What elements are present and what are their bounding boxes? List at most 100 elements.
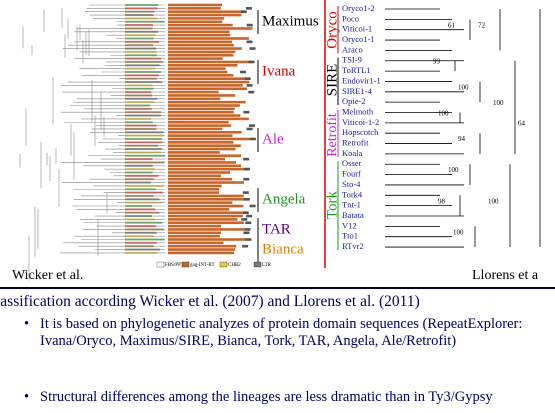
domain-bar bbox=[168, 94, 236, 97]
ltr bbox=[248, 90, 255, 94]
label-mark bbox=[125, 24, 153, 27]
label-mark bbox=[125, 40, 160, 43]
label-mark bbox=[125, 238, 165, 241]
label-mark bbox=[125, 117, 152, 120]
right-caption: Llorens et a bbox=[472, 268, 539, 283]
label-mark bbox=[125, 248, 160, 251]
bullet: Structural differences among the lineage… bbox=[24, 389, 493, 406]
leaf-label: Osser bbox=[342, 158, 362, 168]
leaf-label: SIRE1-4 bbox=[342, 86, 373, 96]
leaf-label: Oryco1-2 bbox=[342, 3, 375, 13]
label-mark bbox=[125, 168, 155, 171]
rule bbox=[0, 287, 555, 289]
domain-bar bbox=[168, 50, 236, 54]
label-mark bbox=[125, 121, 153, 124]
label-mark bbox=[125, 54, 157, 57]
label-mark bbox=[125, 208, 156, 211]
clade-label: TAR bbox=[262, 221, 291, 237]
support: 100 bbox=[448, 166, 459, 174]
label-mark bbox=[125, 7, 158, 10]
leaf-label: TSI-9 bbox=[342, 55, 362, 65]
label-mark bbox=[125, 67, 156, 70]
domain-bar bbox=[168, 238, 247, 241]
domain-bar bbox=[168, 208, 230, 211]
domain-bar bbox=[168, 57, 223, 60]
ltr bbox=[245, 221, 252, 225]
leaf-label: Poco bbox=[342, 13, 359, 23]
domain-bar bbox=[168, 77, 249, 80]
label-mark bbox=[125, 191, 163, 194]
leaf-label: Araco bbox=[342, 44, 363, 54]
label-mark bbox=[125, 198, 160, 201]
ltr bbox=[243, 110, 250, 114]
leaf-label: Melmoth bbox=[342, 106, 374, 116]
ltr bbox=[246, 127, 253, 131]
leaf-label: Fourf bbox=[342, 169, 361, 179]
support: 94 bbox=[458, 135, 466, 143]
label-mark bbox=[125, 184, 164, 187]
label-mark bbox=[125, 174, 159, 177]
label-mark bbox=[125, 181, 151, 184]
domain-bar bbox=[168, 33, 231, 37]
label-mark bbox=[125, 20, 165, 23]
domain-bar bbox=[168, 218, 238, 221]
group-label: SIRE bbox=[324, 64, 340, 97]
domain-bar bbox=[168, 10, 246, 13]
ltr bbox=[243, 198, 250, 201]
label-mark bbox=[125, 211, 160, 214]
domain-bar bbox=[168, 221, 245, 225]
label-mark bbox=[125, 14, 154, 17]
domain-bar bbox=[168, 137, 251, 141]
ltr bbox=[246, 23, 253, 27]
leaf-label: Hopscotch bbox=[342, 127, 379, 137]
domain-bar bbox=[168, 120, 229, 124]
heading: lassification according Wicker et al. (2… bbox=[0, 293, 420, 310]
domain-bar bbox=[168, 107, 235, 111]
ltr bbox=[248, 60, 255, 64]
label-mark bbox=[125, 91, 152, 94]
domain-bar bbox=[168, 167, 250, 171]
ltr bbox=[249, 124, 256, 127]
label-mark bbox=[125, 171, 153, 174]
leaf-label: Tnt-1 bbox=[342, 200, 361, 210]
label-mark bbox=[125, 107, 152, 110]
label-mark bbox=[125, 138, 162, 140]
domain-bar bbox=[168, 20, 223, 24]
domain-bar bbox=[168, 124, 232, 127]
legend-label: LTR bbox=[262, 263, 272, 268]
label-mark bbox=[125, 235, 154, 238]
label-mark bbox=[125, 10, 155, 13]
support: 99 bbox=[433, 58, 441, 66]
domain-bar bbox=[168, 117, 249, 121]
label-mark bbox=[125, 127, 157, 130]
domain-bar bbox=[168, 100, 246, 104]
label-mark bbox=[125, 144, 159, 147]
support: 64 bbox=[518, 120, 526, 128]
domain-bar bbox=[168, 164, 242, 168]
label-mark bbox=[125, 17, 158, 20]
label-mark bbox=[125, 94, 153, 97]
left-caption: Wicker et al. bbox=[12, 268, 83, 283]
label-mark bbox=[125, 87, 154, 90]
label-mark bbox=[125, 188, 156, 191]
leaf-label: Koala bbox=[342, 148, 363, 158]
label-mark bbox=[125, 225, 156, 228]
clade-label: Bianca bbox=[262, 241, 304, 257]
label-mark bbox=[125, 124, 157, 127]
label-mark bbox=[125, 4, 159, 6]
domain-bar bbox=[168, 231, 222, 235]
label-mark bbox=[125, 251, 158, 254]
legend-swatch bbox=[219, 261, 228, 268]
clade-label: Ivana bbox=[262, 63, 296, 79]
ltr bbox=[249, 47, 256, 50]
label-mark bbox=[125, 151, 161, 154]
legend-swatch bbox=[156, 261, 165, 268]
label-mark bbox=[125, 44, 154, 47]
label-mark bbox=[125, 134, 164, 137]
label-mark bbox=[125, 218, 156, 221]
leaf-label: Batata bbox=[342, 210, 364, 220]
domain-bar bbox=[168, 64, 238, 67]
legend-label: CHR2 bbox=[228, 263, 241, 268]
domain-bar bbox=[168, 174, 221, 178]
